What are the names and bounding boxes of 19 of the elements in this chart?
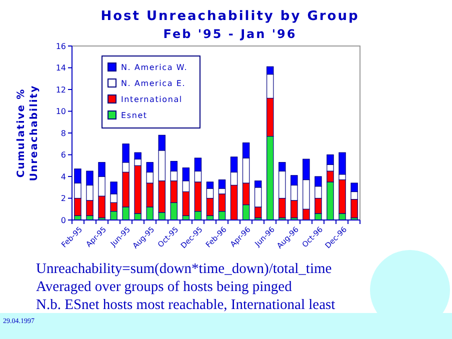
y-tick-label: 8 bbox=[60, 128, 66, 138]
legend-label: N. America E. bbox=[121, 78, 186, 88]
y-tick-label: 10 bbox=[56, 107, 66, 116]
chart-title: Host Unreachability by Group bbox=[100, 9, 360, 24]
y-tick-label: 4 bbox=[60, 172, 66, 182]
text: N.b. ESnet hosts most reachable, International least bbox=[36, 297, 336, 313]
y-tick-label: 0 bbox=[60, 216, 66, 225]
legend-label: N. America W. bbox=[121, 62, 188, 72]
y-tick-label: 2 bbox=[60, 194, 66, 204]
y-tick-label: 12 bbox=[56, 85, 66, 94]
y-axis-title: Cumulative % Unreachability bbox=[16, 84, 40, 182]
y-tick-label: 16 bbox=[56, 42, 66, 51]
legend-label: International bbox=[121, 94, 182, 104]
legend-label: Esnet bbox=[121, 110, 148, 120]
y-tick-label: 14 bbox=[56, 64, 66, 73]
text: Unreachability=sum(down*time_down)/total_time bbox=[36, 261, 332, 277]
chart-subtitle: Feb '95 - Jan '96 bbox=[163, 27, 297, 41]
y-tick-label: 6 bbox=[60, 150, 66, 160]
text: Averaged over groups of hosts being pinged bbox=[36, 279, 293, 295]
